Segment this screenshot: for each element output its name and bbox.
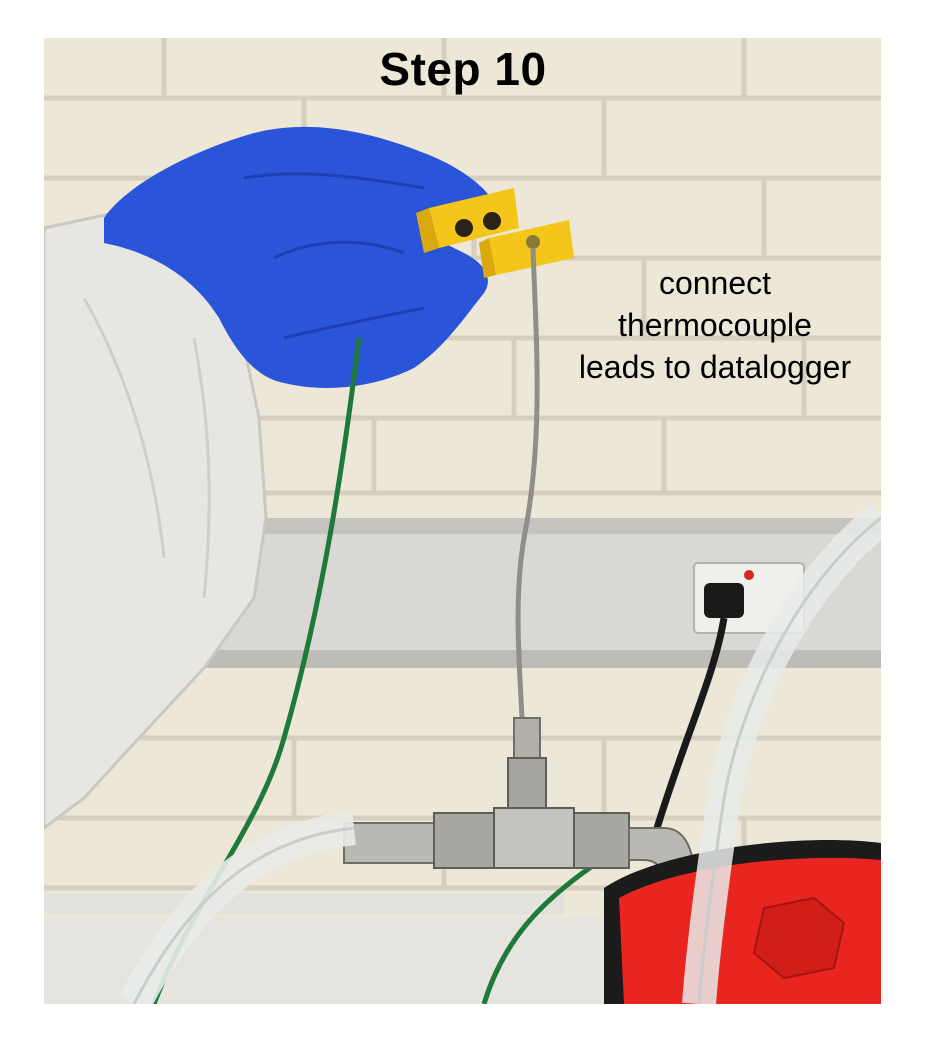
caption-line: leads to datalogger <box>578 349 852 385</box>
vessel-lid <box>604 840 881 1004</box>
step-title: Step 10 <box>379 43 547 95</box>
caption-line: thermocouple <box>618 307 812 343</box>
caption-line: connect <box>658 265 772 301</box>
wall-pipe <box>44 893 564 915</box>
thermocouple-connector-male <box>479 220 574 278</box>
photo <box>44 38 881 1004</box>
blue-glove <box>104 126 499 388</box>
thermocouple-probe <box>515 247 540 719</box>
thermocouple-connector-female <box>416 188 519 253</box>
instruction-caption: connect thermocouple leads to datalogger <box>560 262 870 388</box>
